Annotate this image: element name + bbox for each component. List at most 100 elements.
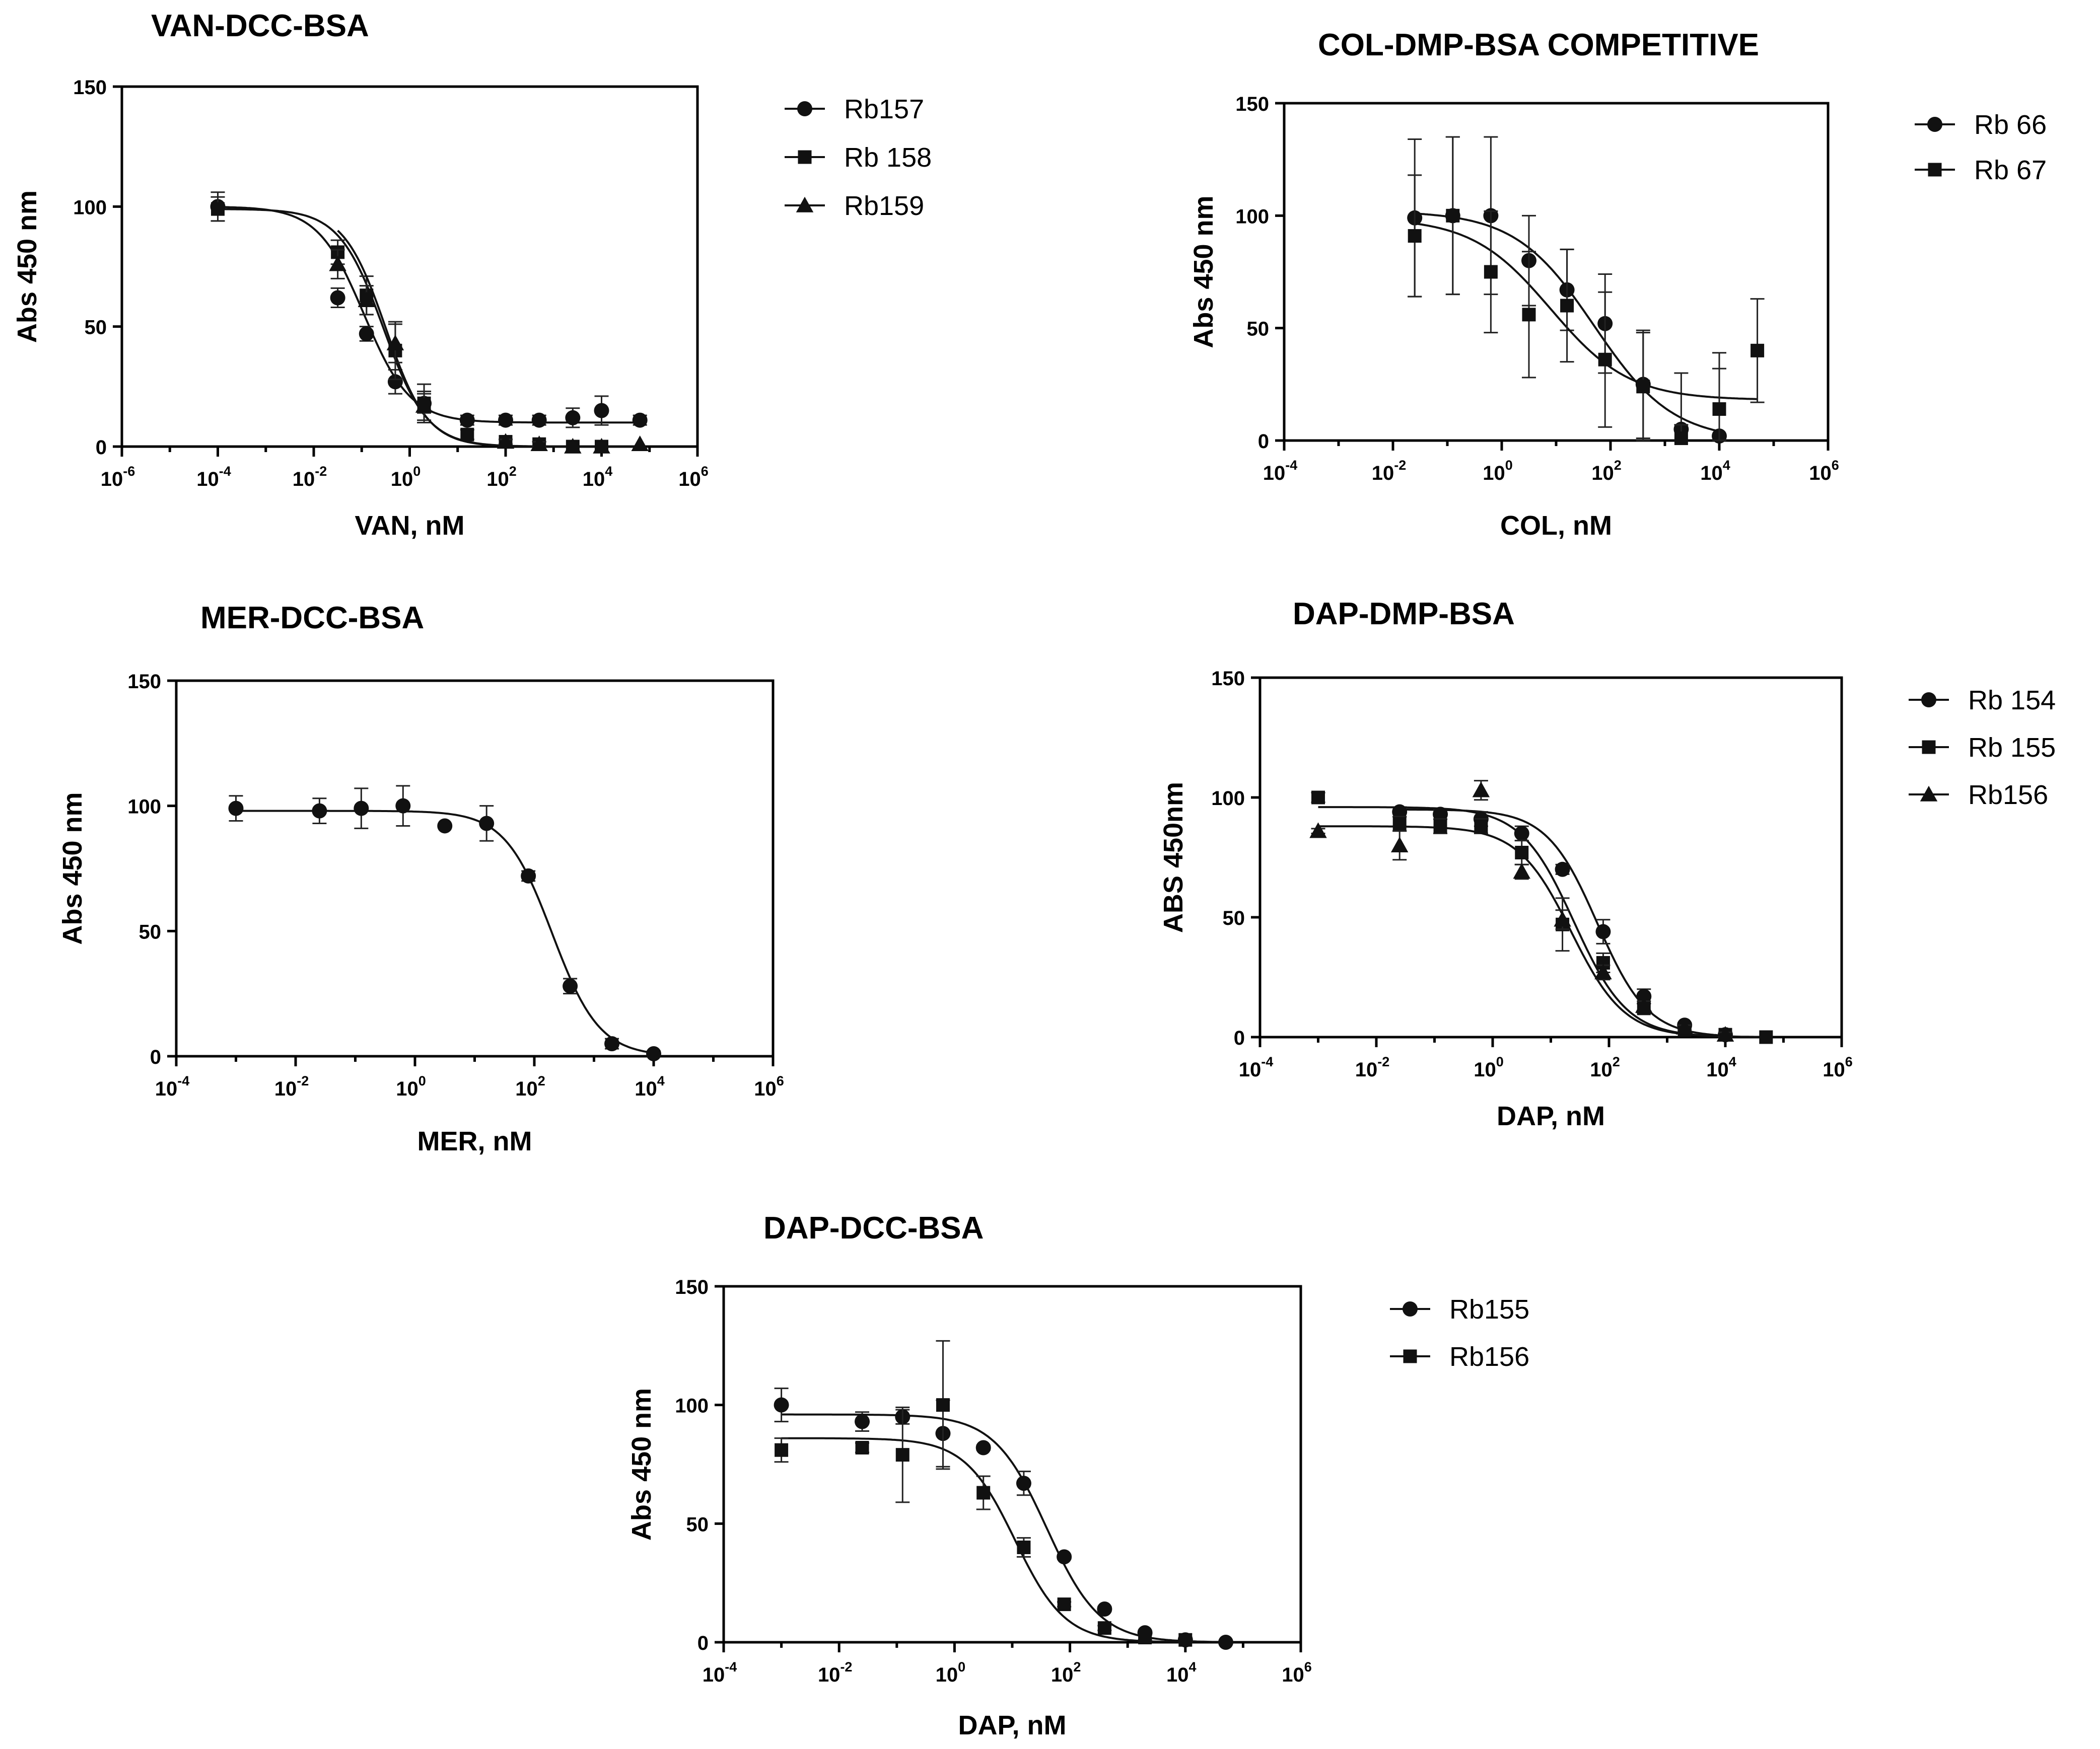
y-tick-label: 150 <box>73 77 107 99</box>
series-2: Rb 67 <box>1408 136 2047 446</box>
fit-curve <box>1414 222 1758 400</box>
data-point <box>976 1486 991 1500</box>
x-tick-label: 106 <box>1282 1659 1312 1686</box>
data-point <box>1057 1549 1072 1565</box>
y-tick-label: 100 <box>127 796 161 818</box>
data-point <box>855 1441 869 1455</box>
y-axis-label: Abs 450 nm <box>57 792 88 944</box>
data-point <box>1674 431 1688 446</box>
data-point <box>563 978 578 994</box>
data-point <box>1097 1621 1111 1635</box>
x-tick-label: 102 <box>1590 1054 1620 1081</box>
data-point <box>1598 352 1612 367</box>
data-point <box>1484 265 1498 279</box>
legend-marker <box>797 101 812 116</box>
series-1: Rb155 <box>774 1294 1529 1650</box>
data-point <box>530 435 548 452</box>
fit-curve <box>781 1413 1226 1643</box>
y-tick-label: 0 <box>150 1046 161 1068</box>
data-point <box>521 868 536 884</box>
y-tick-label: 100 <box>1211 787 1245 810</box>
x-tick-label: 10-2 <box>1372 458 1407 484</box>
data-point <box>1675 1018 1694 1035</box>
y-tick-label: 0 <box>1234 1027 1245 1049</box>
series-1: Rb 66 <box>1407 110 2047 444</box>
data-point <box>1560 299 1574 313</box>
legend-marker <box>1922 740 1936 754</box>
series-1: Rb 154 <box>1392 685 2056 1043</box>
series-2: Rb156 <box>774 1340 1529 1647</box>
data-point <box>437 818 453 834</box>
x-tick-label: 10-2 <box>274 1073 309 1100</box>
x-tick-label: 106 <box>1823 1054 1853 1081</box>
data-point <box>1636 989 1652 1004</box>
y-tick-label: 50 <box>686 1513 709 1536</box>
x-tick-label: 10-6 <box>101 464 135 490</box>
data-point <box>498 412 513 428</box>
y-tick-label: 50 <box>1223 907 1245 929</box>
data-point <box>632 412 648 428</box>
data-point <box>1138 1631 1152 1645</box>
fit-curve <box>337 230 640 448</box>
data-point <box>1017 1540 1031 1554</box>
x-tick-label: 104 <box>583 464 613 490</box>
y-tick-label: 50 <box>139 921 162 943</box>
legend-marker <box>1403 1301 1418 1317</box>
chart-title: DAP-DMP-BSA <box>1293 597 1515 631</box>
data-point <box>1433 807 1448 822</box>
x-tick-label: 10-4 <box>1263 458 1298 484</box>
x-tick-label: 10-4 <box>703 1659 737 1686</box>
data-point <box>1716 1026 1734 1042</box>
y-tick-label: 150 <box>675 1276 709 1298</box>
x-axis-label: DAP, nM <box>1497 1101 1605 1131</box>
legend-label: Rb 155 <box>1968 733 2056 763</box>
x-tick-label: 102 <box>1591 458 1622 484</box>
legend-marker <box>1921 692 1936 707</box>
y-axis-label: Abs 450 nm <box>626 1388 657 1541</box>
data-point <box>1178 1633 1193 1647</box>
data-point <box>1594 964 1612 980</box>
data-point <box>1635 997 1653 1013</box>
data-point <box>1513 863 1530 879</box>
chart-title: COL-DMP-BSA COMPETITIVE <box>1318 28 1759 62</box>
chart-5: DAP-DCC-BSA 0 50 100 150 10-4 10-2 100 102 104 106… <box>626 1211 1529 1740</box>
series-1: Rb157 <box>210 94 924 428</box>
legend-label: Rb156 <box>1968 780 2048 810</box>
legend-marker <box>798 150 812 164</box>
data-point <box>1408 229 1422 243</box>
data-point <box>386 334 404 350</box>
data-point <box>1595 924 1611 939</box>
data-point <box>497 433 515 449</box>
data-point <box>329 255 346 271</box>
x-tick-label: 10-2 <box>1355 1054 1390 1081</box>
data-point <box>1016 1476 1031 1491</box>
data-point <box>1636 380 1650 394</box>
fit-curve <box>218 206 640 424</box>
x-tick-label: 104 <box>1700 458 1730 484</box>
y-tick-label: 150 <box>127 671 161 693</box>
chart-3: MER-DCC-BSA 0 50 100 150 10-4 10-2 100 102 104 106… <box>57 601 784 1156</box>
chart-title: MER-DCC-BSA <box>200 601 424 635</box>
x-axis-label: MER, nM <box>417 1126 532 1156</box>
data-point <box>1712 402 1726 416</box>
data-point <box>895 1448 909 1462</box>
legend-marker <box>1920 785 1938 801</box>
data-point <box>564 438 582 454</box>
x-tick-label: 100 <box>1483 458 1513 484</box>
legend-label: Rb157 <box>844 94 924 124</box>
legend-label: Rb156 <box>1449 1342 1529 1372</box>
y-tick-label: 100 <box>1235 205 1269 228</box>
data-point <box>211 202 225 216</box>
data-point <box>646 1046 661 1062</box>
data-point <box>1472 781 1490 797</box>
data-point <box>395 798 411 814</box>
x-tick-label: 100 <box>1474 1054 1504 1081</box>
data-point <box>1311 790 1325 805</box>
x-axis-label: DAP, nM <box>958 1710 1066 1740</box>
plot-frame <box>175 679 775 1058</box>
fit-curve <box>236 810 654 1054</box>
data-point <box>359 326 374 341</box>
chart-title: VAN-DCC-BSA <box>151 9 369 43</box>
fit-curve <box>1318 806 1766 1038</box>
